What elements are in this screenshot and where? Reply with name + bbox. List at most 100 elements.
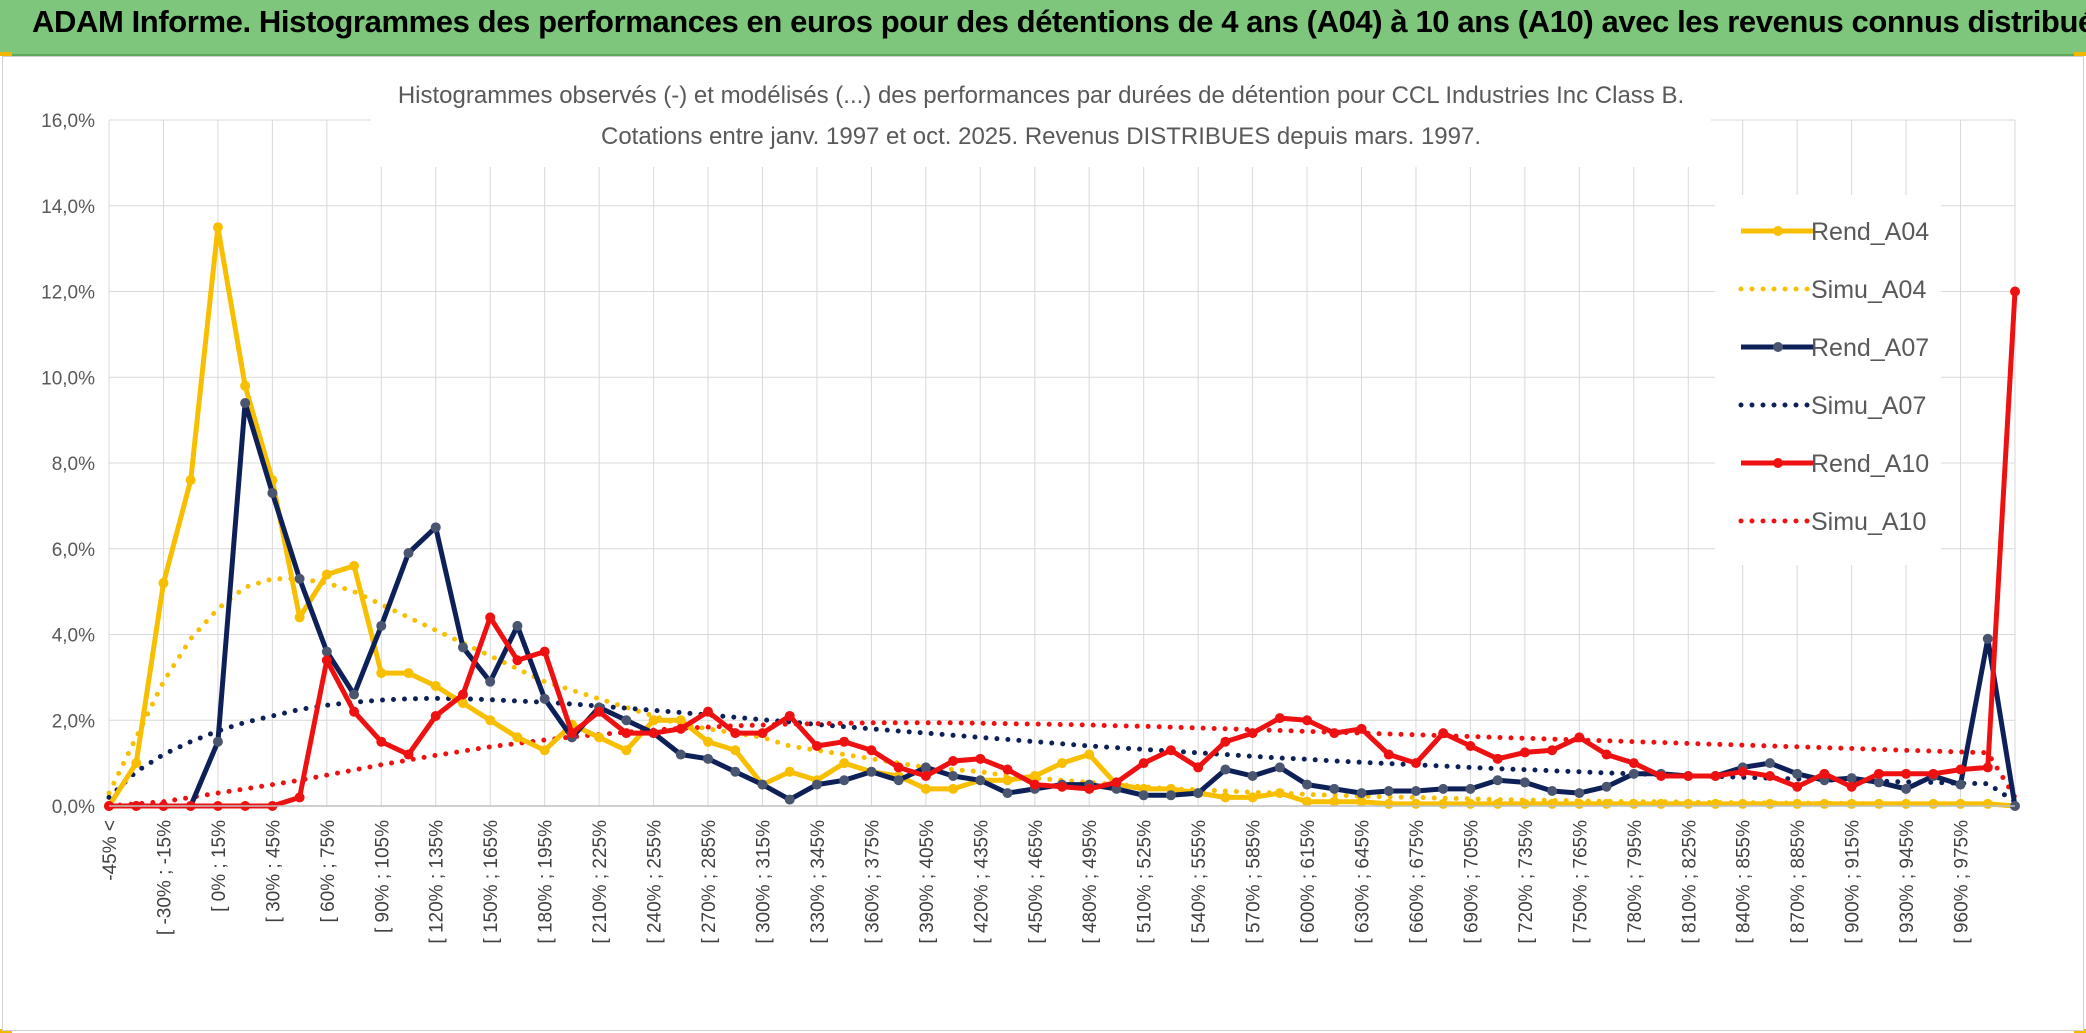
- data-point-rend-a04: [158, 578, 169, 589]
- data-point-rend-a07: [1193, 788, 1204, 799]
- data-point-rend-a07: [1574, 788, 1585, 799]
- data-point-rend-a07: [212, 736, 223, 747]
- data-point-rend-a04: [1492, 798, 1503, 809]
- x-tick-label: [ 750% ; 765%: [1570, 820, 1591, 944]
- x-tick-label: [ 570% ; 585%: [1244, 820, 1265, 944]
- corner-mark-left: [0, 52, 12, 56]
- data-point-rend-a04: [1547, 798, 1558, 809]
- data-point-rend-a04: [1683, 798, 1694, 809]
- data-point-rend-a10: [1901, 768, 1912, 779]
- data-point-rend-a04: [1628, 798, 1639, 809]
- data-point-rend-a04: [376, 668, 387, 679]
- data-point-rend-a07: [1601, 781, 1612, 792]
- x-tick-label: [ 960% ; 975%: [1952, 820, 1973, 944]
- data-point-rend-a10: [2010, 286, 2020, 297]
- data-point-rend-a07: [703, 753, 714, 764]
- data-point-rend-a10: [1928, 768, 1939, 779]
- data-point-rend-a07: [1873, 777, 1884, 788]
- data-point-rend-a04: [1792, 798, 1803, 809]
- legend: Rend_A04 Simu_A04 Rend_A07 Simu_A07 Rend_A10…: [1715, 195, 1941, 565]
- data-point-rend-a07: [376, 620, 387, 631]
- data-point-rend-a10: [1873, 768, 1884, 779]
- x-tick-label: [ 450% ; 465%: [1026, 820, 1047, 944]
- series-line-simu-a10: [106, 720, 2018, 809]
- data-point-rend-a04: [349, 560, 360, 571]
- data-point-rend-a04: [1764, 798, 1775, 809]
- report-header: ADAM Informe. Histogrammes des performan…: [0, 0, 2086, 56]
- data-point-rend-a07: [1547, 785, 1558, 796]
- data-point-rend-a04: [1737, 798, 1748, 809]
- data-point-rend-a10: [648, 728, 659, 739]
- data-point-rend-a10: [948, 755, 959, 766]
- data-point-rend-a10: [1356, 723, 1367, 734]
- data-point-rend-a07: [1247, 770, 1258, 781]
- y-tick-label: 10,0%: [41, 368, 95, 389]
- report-title: ADAM Informe. Histogrammes des performan…: [32, 4, 2086, 39]
- data-point-rend-a04: [1383, 798, 1394, 809]
- x-tick-label: [ 420% ; 435%: [971, 820, 992, 944]
- chart-frame: Histogrammes observés (-) et modélisés (…: [2, 56, 2084, 1031]
- data-point-rend-a07: [811, 779, 822, 790]
- data-point-rend-a04: [1846, 798, 1857, 809]
- data-point-rend-a10: [1165, 745, 1176, 756]
- data-point-rend-a04: [1247, 792, 1258, 803]
- data-point-rend-a07: [920, 762, 931, 773]
- data-point-rend-a10: [1955, 764, 1966, 775]
- data-point-rend-a10: [1982, 762, 1993, 773]
- data-point-rend-a10: [703, 706, 714, 717]
- legend-marker-rend-a04: [1773, 226, 1783, 236]
- data-point-rend-a10: [457, 689, 468, 700]
- legend-marker-rend-a07: [1773, 342, 1783, 352]
- x-tick-label: [ 480% ; 495%: [1080, 820, 1101, 944]
- title-background: [371, 61, 1711, 167]
- data-point-rend-a04: [1519, 798, 1530, 809]
- data-point-rend-a04: [212, 222, 223, 233]
- data-point-rend-a10: [403, 749, 414, 760]
- data-point-rend-a07: [1955, 779, 1966, 790]
- y-tick-label: 2,0%: [52, 711, 95, 732]
- data-point-rend-a07: [1492, 775, 1503, 786]
- data-point-rend-a07: [539, 693, 550, 704]
- data-point-rend-a10: [1274, 713, 1285, 724]
- data-point-rend-a10: [349, 706, 360, 717]
- data-point-rend-a04: [1982, 798, 1993, 809]
- data-point-rend-a04: [703, 736, 714, 747]
- data-point-rend-a04: [1057, 758, 1067, 769]
- data-point-rend-a10: [1819, 768, 1830, 779]
- data-point-rend-a04: [1601, 798, 1612, 809]
- data-point-rend-a04: [1329, 796, 1340, 807]
- data-point-rend-a04: [1656, 798, 1667, 809]
- data-point-rend-a07: [1002, 788, 1013, 799]
- data-point-rend-a07: [1274, 762, 1285, 773]
- data-point-rend-a10: [621, 728, 632, 739]
- data-point-rend-a04: [1302, 796, 1313, 807]
- data-point-rend-a04: [784, 766, 795, 777]
- title-layer: Histogrammes observés (-) et modélisés (…: [371, 61, 1711, 167]
- x-tick-label: [ 300% ; 315%: [753, 820, 774, 944]
- data-point-rend-a07: [1764, 758, 1775, 769]
- x-tick-label: [ 330% ; 345%: [808, 820, 829, 944]
- data-point-rend-a10: [1710, 770, 1721, 781]
- corner-mark-bottom-right: [2074, 1029, 2086, 1033]
- data-point-rend-a10: [839, 736, 850, 747]
- data-point-rend-a07: [948, 770, 959, 781]
- data-point-rend-a07: [485, 676, 496, 687]
- y-tick-label: 8,0%: [52, 454, 95, 475]
- y-tick-label: 4,0%: [52, 626, 95, 647]
- data-point-rend-a07: [240, 397, 251, 408]
- data-point-rend-a07: [349, 689, 360, 700]
- data-point-rend-a04: [839, 758, 850, 769]
- data-point-rend-a04: [648, 715, 659, 726]
- data-point-rend-a07: [730, 766, 741, 777]
- x-tick-label: [ 60% ; 75%: [318, 820, 339, 923]
- data-point-rend-a10: [1792, 781, 1803, 792]
- legend-label-rend-a07: Rend_A07: [1811, 334, 1929, 362]
- data-point-rend-a07: [1329, 783, 1340, 794]
- legend-label-simu-a10: Simu_A10: [1811, 508, 1926, 536]
- data-point-rend-a07: [1138, 790, 1149, 801]
- data-point-rend-a07: [403, 548, 414, 559]
- x-tick-label: [ 540% ; 555%: [1189, 820, 1210, 944]
- data-point-rend-a04: [675, 715, 686, 726]
- x-tick-label: [ 360% ; 375%: [862, 820, 883, 944]
- data-point-rend-a04: [294, 612, 305, 623]
